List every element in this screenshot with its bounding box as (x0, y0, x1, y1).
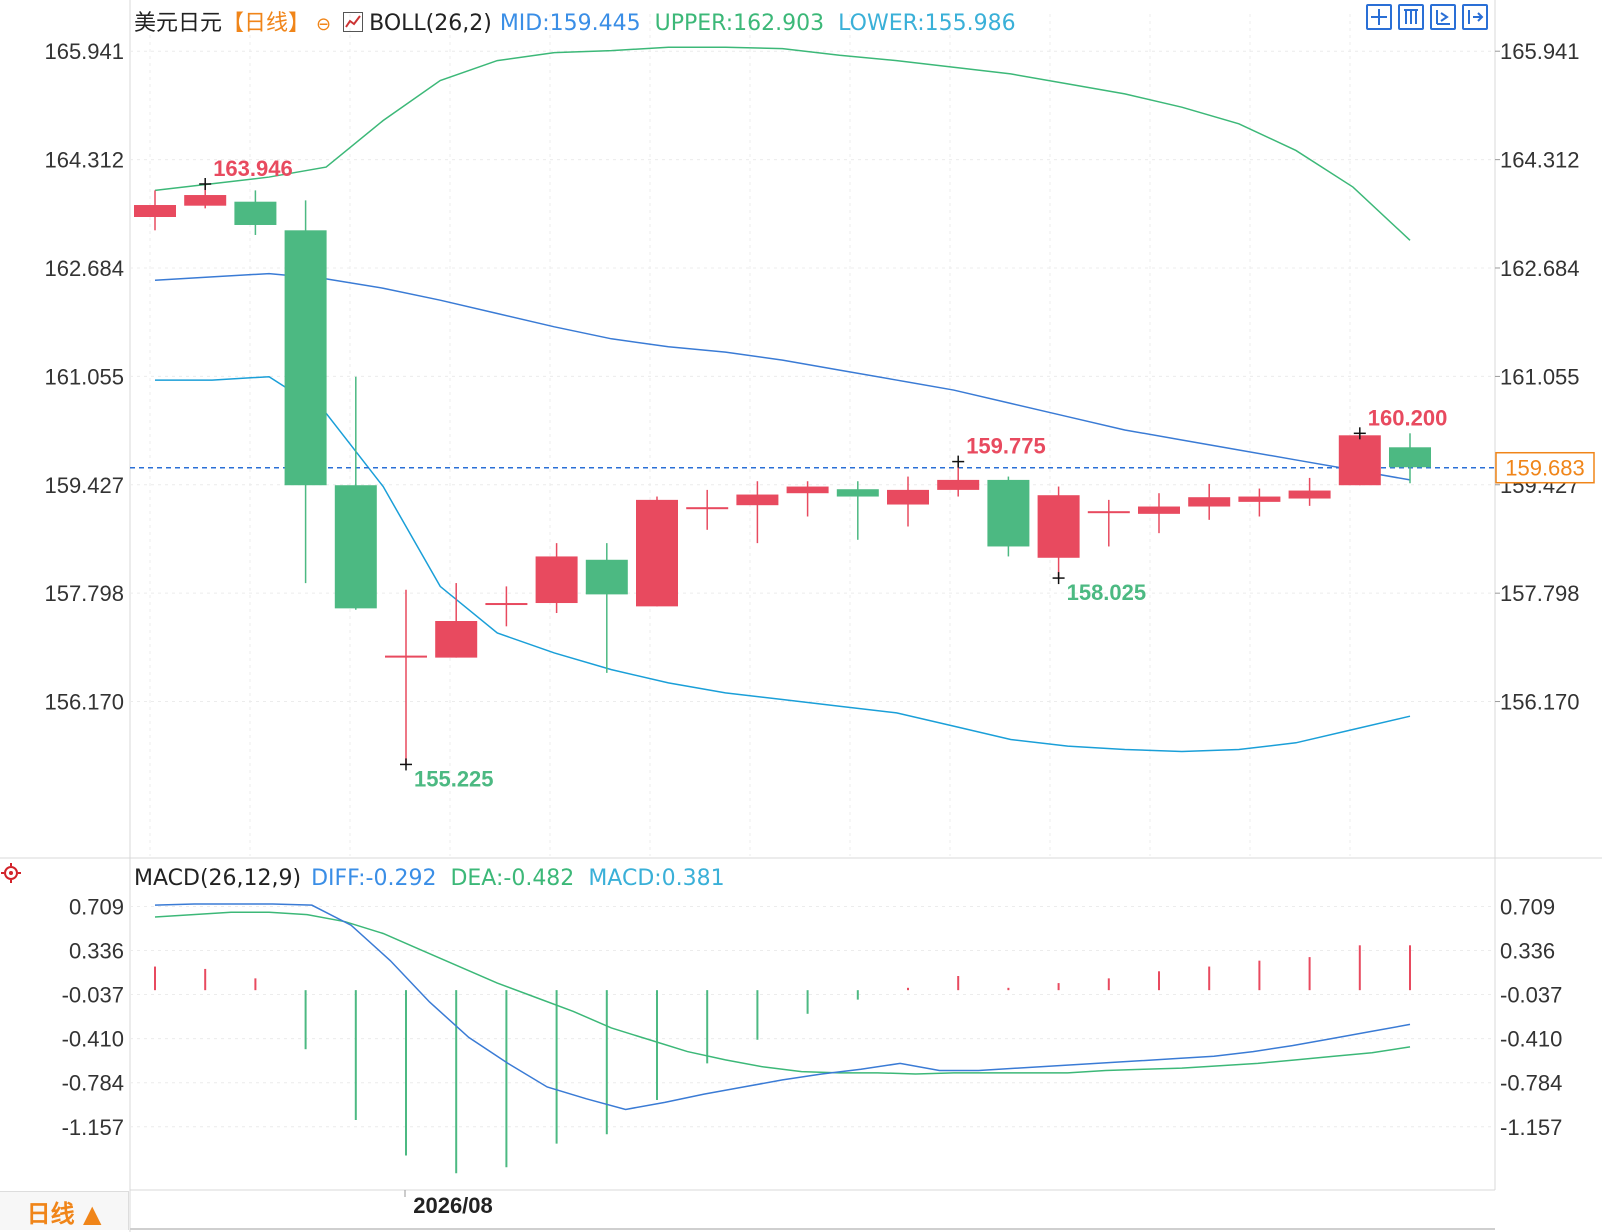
candle-body (284, 230, 327, 486)
y-tick-label-left: 164.312 (44, 148, 124, 173)
bollinger-bands (130, 46, 1495, 753)
candle-body (1238, 496, 1281, 502)
macd-diff-line (154, 903, 1411, 1111)
candle-body (736, 494, 779, 506)
x-axis-date-label: 2026/08 (413, 1193, 493, 1218)
macd-legend: MACD(26,12,9) DIFF:-0.292 DEA:-0.482 MACD:0… (134, 866, 739, 891)
macd-value: MACD:0.381 (588, 866, 725, 891)
candle-body (1138, 506, 1180, 514)
settings-icon[interactable] (0, 862, 22, 884)
macd-tick-label-right: 0.709 (1500, 894, 1555, 919)
current-price-tag (1495, 451, 1595, 484)
candle-body (1188, 497, 1231, 507)
candle-body (334, 485, 377, 609)
macd-tick-label-right: 0.336 (1500, 938, 1555, 963)
macd-tick-label-left: 0.709 (69, 894, 124, 919)
y-tick-label-left: 165.941 (44, 39, 124, 64)
candle-body (385, 655, 427, 658)
candle-body (1037, 495, 1080, 558)
macd-indicator-label[interactable]: MACD(26,12,9) (134, 866, 302, 891)
candles (134, 183, 1431, 765)
candle-body (836, 489, 879, 497)
y-tick-label-right: 161.055 (1500, 364, 1580, 389)
boll-mid-value: MID:159.445 (499, 11, 641, 36)
high-label: 160.200 (1368, 405, 1448, 430)
candle-body (686, 507, 729, 510)
boll-upper-value: UPPER:162.903 (654, 11, 825, 36)
macd-tick-label-right: -0.037 (1500, 983, 1562, 1008)
low-label: 158.025 (1067, 580, 1147, 605)
boll-lower-line (155, 375, 1411, 753)
macd-tick-label-right: -0.784 (1500, 1071, 1562, 1096)
candle-body (585, 559, 628, 595)
y-tick-label-right: 157.798 (1500, 581, 1580, 606)
boll-lower-value: LOWER:155.986 (838, 11, 1016, 36)
boll-legend: 美元日元【日线】 ⊖ BOLL(26,2) MID:159.445 UPPER:162.… (134, 5, 1030, 37)
chart-toolbar (1366, 4, 1488, 30)
boll-upper-line (154, 46, 1411, 241)
high-label: 159.775 (966, 434, 1046, 459)
macd-diff-value: DIFF:-0.292 (311, 866, 437, 891)
bar-icon[interactable] (1398, 4, 1424, 30)
macd-tick-label-right: -1.157 (1500, 1115, 1562, 1140)
y-tick-label-right: 165.941 (1500, 39, 1580, 64)
candle-body (1087, 511, 1130, 514)
current-price-label: 159.683 (1505, 456, 1585, 481)
price-labels: 163.946 155.225 159.775 158.025 160.200 (199, 156, 1447, 791)
macd-pane (154, 903, 1411, 1174)
candle-body (184, 195, 227, 206)
grid (130, 14, 1495, 1128)
high-label: 163.946 (213, 156, 293, 181)
macd-tick-label-left: -1.157 (62, 1115, 124, 1140)
low-label: 155.225 (414, 766, 494, 791)
y-tick-label-left: 157.798 (44, 581, 124, 606)
y-tick-label-right: 164.312 (1500, 148, 1580, 173)
macd-tick-label-left: -0.784 (62, 1071, 124, 1096)
y-tick-label-left: 161.055 (44, 364, 124, 389)
candle-body (485, 603, 528, 606)
period-tab[interactable]: 日线 ▲ (0, 1191, 129, 1230)
y-axis-labels: 165.941 165.941 164.312 164.312 162.684 162.6… (44, 39, 1595, 1140)
y-tick-label-right: 162.684 (1500, 256, 1580, 281)
period-label[interactable]: 【日线】 (222, 11, 311, 36)
crosshair-icon[interactable] (1366, 4, 1392, 30)
indicator-icon[interactable] (343, 12, 364, 32)
candle-body (234, 201, 277, 225)
expand-icon[interactable] (1462, 4, 1488, 30)
macd-tick-label-left: -0.037 (62, 983, 124, 1008)
candle-body (937, 479, 980, 490)
y-tick-label-right: 156.170 (1500, 690, 1580, 715)
boll-mid-line (154, 272, 1411, 481)
candle-body (786, 486, 829, 494)
candle-body (887, 489, 929, 505)
macd-dea-line (154, 911, 1411, 1075)
boll-indicator-label[interactable]: BOLL(26,2) (369, 11, 492, 36)
y-tick-label-left: 162.684 (44, 256, 124, 281)
candle-body (1389, 447, 1431, 468)
macd-dea-value: DEA:-0.482 (450, 866, 575, 891)
y-tick-label-left: 156.170 (44, 690, 124, 715)
candle-body (535, 556, 578, 604)
symbol-label: 美元日元 (134, 11, 223, 36)
macd-tick-label-right: -0.410 (1500, 1027, 1562, 1052)
candle-body (134, 205, 176, 217)
y-tick-label-left: 159.427 (44, 473, 124, 498)
macd-tick-label-left: -0.410 (62, 1027, 124, 1052)
period-toggle-icon[interactable]: ⊖ (316, 14, 332, 35)
candle-body (636, 499, 678, 607)
candle-body (987, 479, 1030, 547)
macd-tick-label-left: 0.336 (69, 938, 124, 963)
candle-body (435, 621, 478, 658)
zoom-icon[interactable] (1430, 4, 1456, 30)
candle-body (1338, 435, 1381, 486)
candle-body (1288, 490, 1331, 499)
